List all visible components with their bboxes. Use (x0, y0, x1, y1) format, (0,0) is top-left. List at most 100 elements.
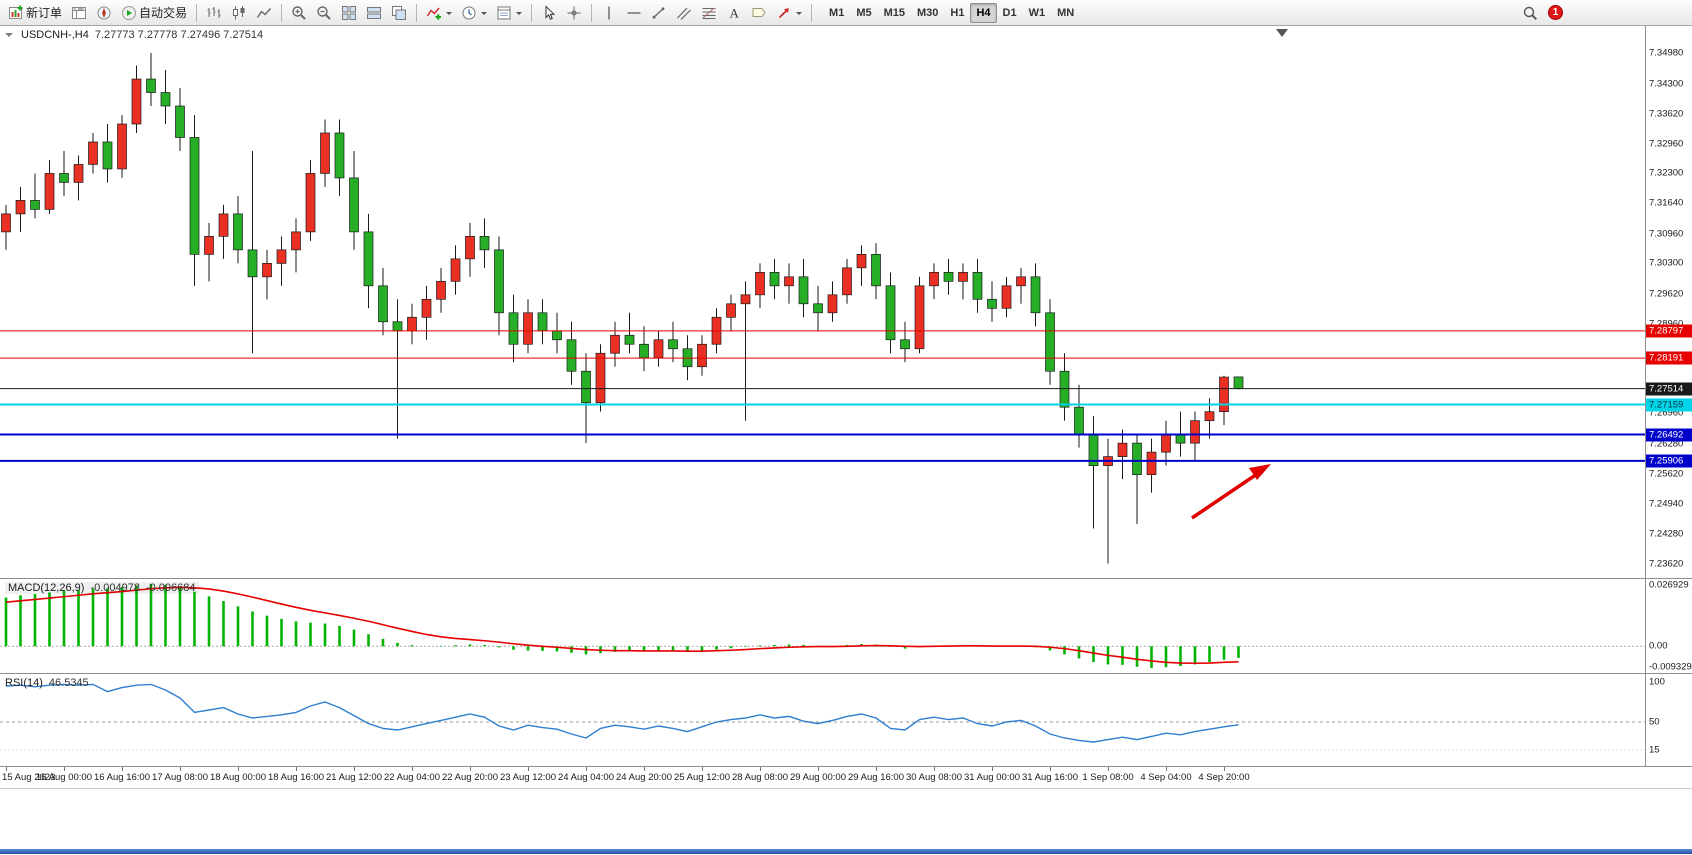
line-chart-mode-button[interactable] (252, 2, 276, 24)
timeframe-h1[interactable]: H1 (950, 6, 965, 19)
channel-icon (676, 5, 692, 21)
candle (1146, 451, 1157, 475)
time-axis-label: 16 Aug 16:00 (94, 772, 150, 783)
time-tick (934, 767, 935, 771)
time-tick (992, 767, 993, 771)
templates-icon (496, 5, 512, 21)
navigator-button[interactable] (92, 2, 116, 24)
textA-icon: A (726, 5, 742, 21)
price-chart-panel[interactable]: USDCNH-,H4 7.27773 7.27778 7.27496 7.275… (0, 26, 1692, 579)
candles-icon (231, 5, 247, 21)
candle (856, 254, 867, 269)
zoomout-icon (316, 5, 332, 21)
time-tick (818, 767, 819, 771)
candle (30, 200, 40, 210)
timeframe-m15[interactable]: M15 (883, 6, 905, 19)
zoom-out-button[interactable] (312, 2, 336, 24)
candle (117, 123, 127, 170)
toolbar-separator (281, 3, 283, 22)
candlestick-mode-button[interactable] (227, 2, 251, 24)
time-tick (412, 767, 413, 771)
candle (581, 370, 591, 404)
rsi-panel[interactable]: RSI(14) 46.5345 100 50 15 (0, 674, 1692, 767)
price-axis-label: 7.30960 (1649, 228, 1684, 240)
trendline-button[interactable] (647, 2, 671, 24)
candle (900, 339, 910, 350)
timeframe-m5[interactable]: M5 (856, 6, 872, 19)
vertical-line-button[interactable] (597, 2, 621, 24)
arrow-objects-button[interactable] (772, 2, 806, 24)
time-tick (876, 767, 877, 771)
cascade-windows-button[interactable] (387, 2, 411, 24)
periods-button[interactable] (457, 2, 491, 24)
macd-chart-canvas[interactable] (0, 579, 1645, 673)
timeframe-m1[interactable]: M1 (829, 6, 845, 19)
candle (1190, 420, 1200, 444)
candle (494, 249, 504, 314)
trend-arrow-annotation[interactable] (1191, 464, 1271, 520)
market-watch-button[interactable] (67, 2, 91, 24)
time-axis-label: 17 Aug 08:00 (152, 772, 208, 783)
candlestick-chart-canvas[interactable] (0, 26, 1645, 578)
tile-windows-button[interactable] (337, 2, 361, 24)
search-button[interactable] (1518, 2, 1542, 24)
candle (827, 294, 838, 314)
arrange-windows-button[interactable] (362, 2, 386, 24)
zoomin-icon (291, 5, 307, 21)
timeframe-w1[interactable]: W1 (1028, 6, 1046, 19)
rsi-axis[interactable]: 100 50 15 (1645, 674, 1692, 766)
horizontal-line-button[interactable] (622, 2, 646, 24)
indicators-button[interactable] (422, 2, 456, 24)
time-axis[interactable]: 15 Aug 2023 16 Aug 00:00 16 Aug 16:00 17 Au… (0, 767, 1692, 789)
timeframe-h4[interactable]: H4 (970, 2, 997, 23)
time-tick (528, 767, 529, 771)
price-axis-label: 7.34980 (1649, 47, 1684, 59)
time-tick (238, 767, 239, 771)
macd-panel[interactable]: MACD(12,26,9) -0.004978 -0.006684 0.0269… (0, 579, 1692, 674)
rsi-title: RSI(14) 46.5345 (5, 677, 89, 689)
notification-badge[interactable]: 1 (1548, 5, 1563, 20)
text-label-button[interactable] (747, 2, 771, 24)
fibonacci-retracement-button[interactable] (697, 2, 721, 24)
timeframe-mn[interactable]: MN (1057, 6, 1075, 19)
candle (871, 254, 881, 287)
crosshair-button[interactable] (562, 2, 586, 24)
text-button[interactable]: A (722, 2, 746, 24)
time-axis-label: 18 Aug 00:00 (210, 772, 266, 783)
one-click-trading-toggle[interactable] (5, 33, 13, 41)
new-order-button[interactable]: 新订单 (4, 2, 66, 24)
candle (479, 236, 490, 251)
cursor-button[interactable] (537, 2, 561, 24)
time-tick (1050, 767, 1051, 771)
candle (131, 78, 142, 125)
bar-chart-mode-button[interactable] (202, 2, 226, 24)
timeframe-d1[interactable]: D1 (1002, 6, 1017, 19)
candle (784, 276, 794, 287)
candle (1059, 370, 1070, 408)
candle (885, 285, 896, 341)
price-axis[interactable]: 7.34980 7.34300 7.33620 7.32960 7.32300 7.316… (1645, 26, 1692, 578)
zoom-in-button[interactable] (287, 2, 311, 24)
linechart-icon (256, 5, 272, 21)
auto-trading-label: 自动交易 (139, 6, 188, 20)
cursor-icon (541, 4, 557, 21)
window-bottom-edge (0, 849, 1692, 854)
macd-axis[interactable]: 0.026929 0.00 -0.009329 (1645, 579, 1692, 673)
auto-trading-button[interactable]: 自动交易 (117, 2, 191, 24)
candle (15, 200, 26, 215)
candle (537, 312, 548, 332)
chart-shift-marker[interactable] (1276, 29, 1288, 37)
fibo-icon (701, 5, 717, 21)
rsi-chart-canvas[interactable] (0, 674, 1645, 766)
time-axis-label: 15 Aug 2023 (2, 772, 56, 783)
timeframe-m30[interactable]: M30 (917, 6, 939, 19)
autotrade-icon (121, 5, 137, 21)
crosshair-icon (566, 5, 582, 21)
candle (305, 173, 316, 233)
templates-button[interactable] (492, 2, 526, 24)
macd-axis-label: 0.00 (1649, 640, 1668, 652)
equidistant-channel-button[interactable] (672, 2, 696, 24)
candle (1, 213, 11, 233)
macd-value-main: -0.004978 (90, 582, 140, 594)
arrange-icon (366, 5, 382, 21)
